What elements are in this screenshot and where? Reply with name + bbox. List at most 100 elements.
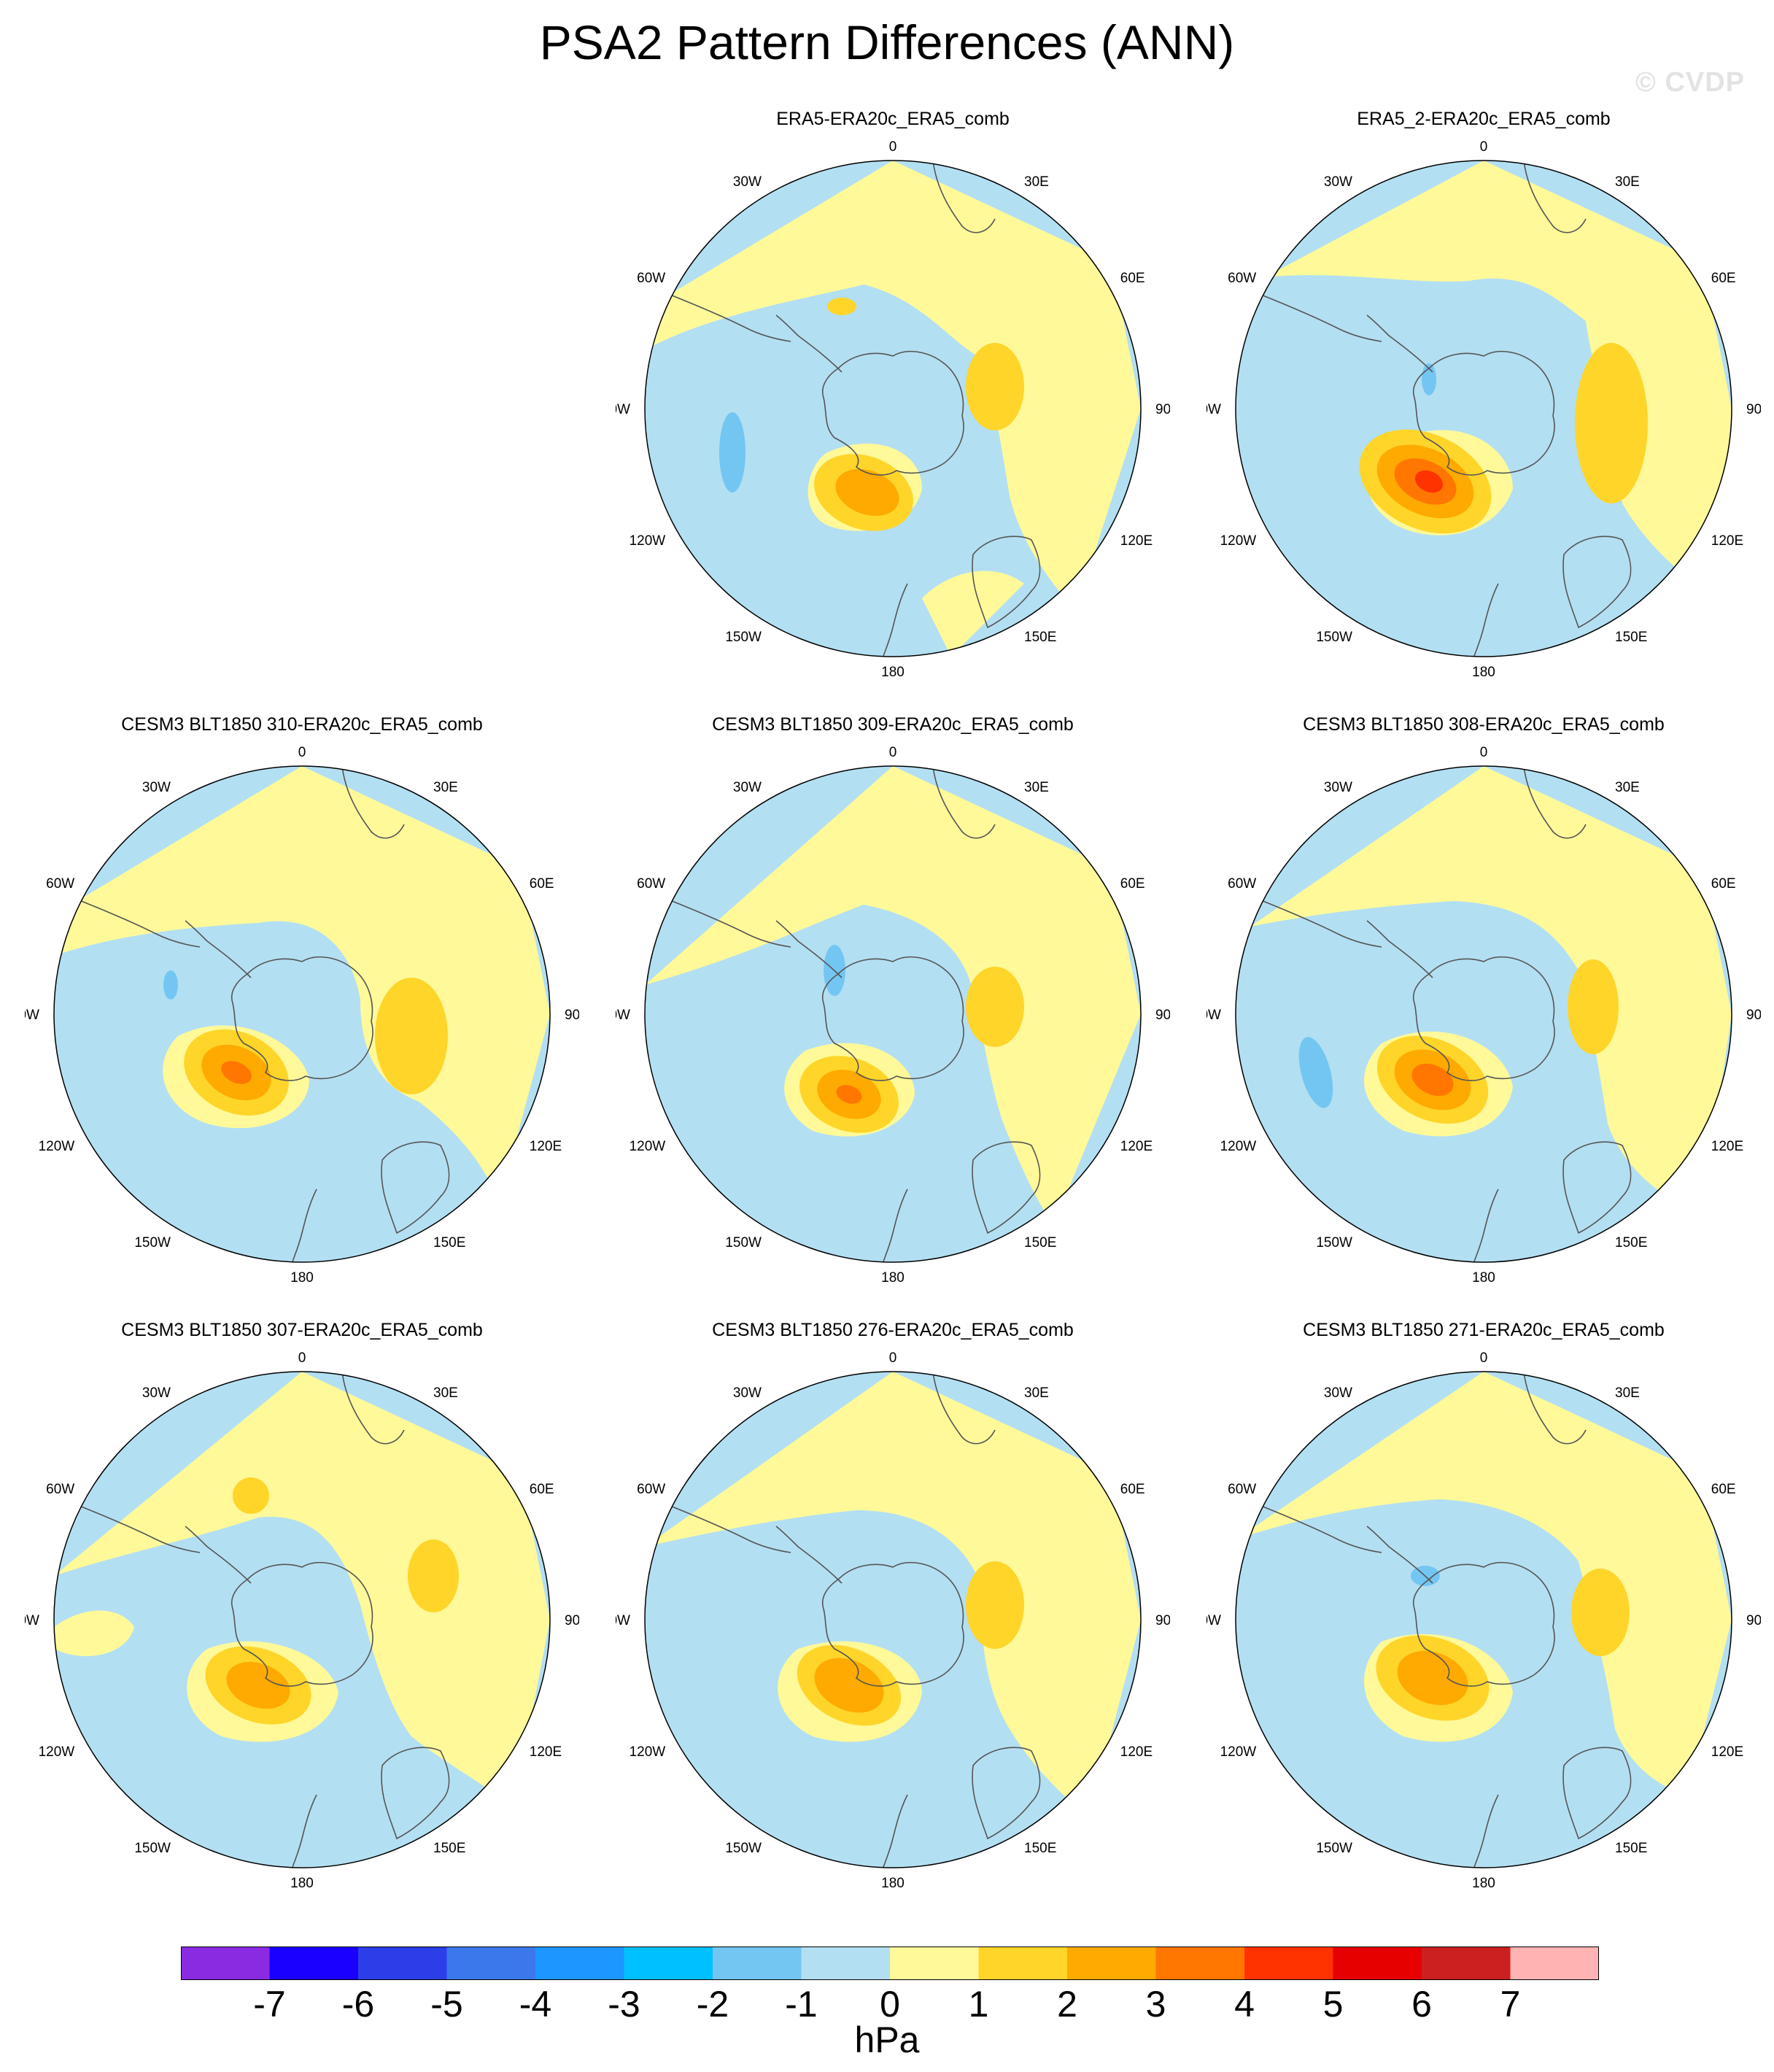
colorbar-labels: -7 -6 -5 -4 -3 -2 -1 0 1 2 3 4 5 6 7 [0, 1983, 1774, 2027]
longitude-label: 120E [1120, 1139, 1153, 1154]
coastline [972, 1141, 1041, 1234]
anomaly-contour [1298, 1037, 1333, 1108]
longitude-label: 90E [1746, 1008, 1761, 1023]
longitude-label: 90E [565, 1008, 579, 1023]
anomaly-contour [827, 298, 856, 315]
anomaly-contour [226, 1661, 290, 1709]
polar-map: 0 30E 60E 90E 120E 150E 180 150W 120W 90W 60W 30W [1206, 1350, 1761, 1891]
anomaly-contour [836, 1085, 862, 1104]
longitude-label: 30W [142, 1385, 171, 1401]
longitude-label: 30W [733, 780, 762, 795]
coastline [932, 766, 996, 839]
coastline [1413, 350, 1555, 476]
coastline [972, 1747, 1041, 1840]
colorbar-swatch [358, 1947, 447, 1980]
longitude-label: 120W [39, 1139, 75, 1154]
panel-title: ERA5_2-ERA20c_ERA5_comb [1357, 109, 1611, 129]
coastline [1366, 1526, 1433, 1584]
longitude-label: 0 [889, 745, 897, 760]
map-panel-5: CESM3 BLT1850 308-ERA20c_ERA5_comb 0 30E 6… [1206, 714, 1761, 1290]
colorbar-swatch [1155, 1947, 1244, 1980]
longitude-label: 120E [1120, 533, 1153, 549]
coastline [822, 350, 964, 476]
longitude-label: 90E [1746, 1613, 1761, 1628]
longitude-label: 180 [290, 1270, 314, 1286]
longitude-label: 60E [1120, 271, 1145, 286]
map-panel-3: CESM3 BLT1850 310-ERA20c_ERA5_comb 0 30E 6… [25, 714, 579, 1290]
longitude-label: 180 [881, 1876, 905, 1891]
panel-title: CESM3 BLT1850 276-ERA20c_ERA5_comb [712, 1320, 1074, 1340]
longitude-label: 180 [290, 1876, 314, 1891]
polar-map: 0 30E 60E 90E 120E 150E 180 150W 120W 90W 60W 30W [25, 1350, 579, 1891]
longitude-label: 90W [25, 1613, 39, 1628]
longitude-label: 180 [881, 665, 905, 680]
map-panel-1: ERA5-ERA20c_ERA5_comb 0 30E 60E 90E 120E 150E… [616, 108, 1170, 684]
coastline [1523, 766, 1587, 839]
longitude-label: 30E [1024, 780, 1049, 795]
colorbar-tick-label: 0 [880, 1984, 900, 2025]
coastline [231, 956, 373, 1081]
longitude-label: 60E [1120, 1482, 1145, 1497]
longitude-label: 90W [616, 402, 630, 417]
coastline [1472, 1794, 1499, 1868]
longitude-label: 150E [1024, 630, 1056, 645]
colorbar [181, 1947, 1599, 1980]
coastline [881, 583, 908, 657]
longitude-label: 90E [1155, 1613, 1170, 1628]
coastline [932, 161, 996, 233]
map-border [1235, 765, 1732, 1263]
colorbar-swatch [978, 1947, 1067, 1980]
positive-anomaly-region [1250, 766, 1732, 1211]
coastline [290, 1794, 317, 1868]
positive-anomaly-region [922, 571, 1024, 657]
longitude-label: 120W [1220, 1139, 1257, 1154]
panel-title: CESM3 BLT1850 308-ERA20c_ERA5_comb [1303, 714, 1665, 735]
positive-anomaly-region [1236, 1372, 1732, 1795]
coastline [972, 536, 1041, 629]
coastline [1562, 1747, 1632, 1840]
longitude-label: 30E [433, 780, 458, 795]
colorbar-swatch [446, 1947, 535, 1980]
coastline [1472, 583, 1499, 657]
colorbar-tick-label: -4 [519, 1984, 552, 2025]
colorbar-tick-label: -2 [696, 1984, 729, 2025]
polar-map: 0 30E 60E 90E 120E 150E 180 150W 120W 90W 60W 30W [25, 745, 579, 1286]
map-panel-4: CESM3 BLT1850 309-ERA20c_ERA5_comb 0 30E 6… [616, 714, 1170, 1290]
map-border [644, 765, 1142, 1263]
longitude-label: 30W [1324, 1385, 1352, 1401]
longitude-label: 90W [1206, 1613, 1221, 1628]
longitude-label: 120E [1120, 1744, 1153, 1760]
longitude-label: 180 [1472, 665, 1495, 680]
longitude-label: 30E [1024, 174, 1049, 190]
anomaly-contour [163, 970, 178, 1000]
anomaly-contour [814, 1658, 884, 1713]
colorbar-tick-label: -7 [253, 1984, 286, 2025]
colorbar-swatch [1067, 1947, 1156, 1980]
longitude-label: 120W [39, 1744, 75, 1760]
longitude-label: 0 [298, 745, 306, 760]
longitude-label: 0 [1480, 139, 1488, 155]
panel-title: ERA5-ERA20c_ERA5_comb [776, 109, 1010, 129]
anomaly-contour [1568, 959, 1619, 1054]
colorbar-units: hPa [854, 2019, 920, 2060]
map-border [53, 765, 551, 1263]
colorbar-swatch [269, 1947, 358, 1980]
coastline [1562, 536, 1632, 629]
colorbar-swatch [1333, 1947, 1422, 1980]
positive-anomaly-region [54, 766, 550, 1204]
colorbar-tick-label: 6 [1411, 1984, 1432, 2025]
longitude-label: 150E [1615, 1841, 1647, 1856]
map-border [644, 1371, 1142, 1868]
colorbar-tick-label: 5 [1322, 1984, 1344, 2025]
coastline [290, 1188, 317, 1262]
longitude-label: 90E [565, 1613, 579, 1628]
longitude-label: 60E [1711, 1482, 1736, 1497]
longitude-label: 90W [616, 1008, 630, 1023]
longitude-label: 0 [889, 139, 897, 155]
anomaly-contour [1414, 470, 1444, 493]
longitude-label: 90W [25, 1008, 39, 1023]
map-border [53, 1371, 551, 1868]
polar-map: 0 30E 60E 90E 120E 150E 180 150W 120W 90W 60W 30W [616, 139, 1170, 680]
longitude-label: 120W [630, 533, 666, 549]
coastline [775, 920, 843, 978]
